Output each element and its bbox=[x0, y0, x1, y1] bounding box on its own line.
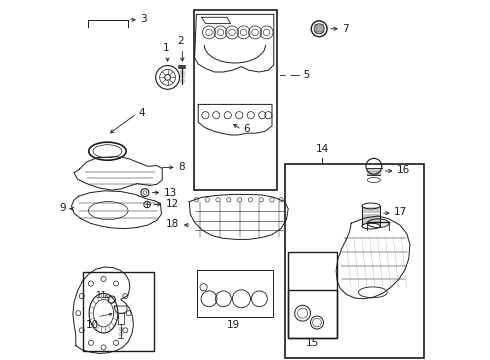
Text: — 5: — 5 bbox=[290, 70, 310, 80]
Text: 1: 1 bbox=[163, 43, 169, 53]
Text: 12: 12 bbox=[166, 199, 179, 210]
Bar bbox=[288, 252, 337, 338]
Text: 7: 7 bbox=[343, 24, 349, 34]
Text: 4: 4 bbox=[139, 108, 146, 118]
Text: 15: 15 bbox=[306, 338, 319, 348]
Text: 13: 13 bbox=[164, 188, 177, 198]
Bar bbox=[285, 164, 424, 358]
Text: 17: 17 bbox=[394, 207, 407, 217]
Text: 8: 8 bbox=[178, 162, 185, 172]
Text: 3: 3 bbox=[141, 14, 147, 24]
Text: 10: 10 bbox=[86, 320, 99, 330]
Bar bbox=[83, 272, 154, 351]
Text: 14: 14 bbox=[316, 144, 329, 154]
Text: 2: 2 bbox=[177, 36, 184, 46]
Text: 6: 6 bbox=[243, 124, 249, 134]
Text: 18: 18 bbox=[166, 219, 179, 229]
Bar bbox=[194, 10, 277, 190]
Text: 16: 16 bbox=[397, 165, 410, 175]
Bar bbox=[288, 290, 337, 338]
Bar bbox=[197, 270, 273, 317]
Text: 19: 19 bbox=[227, 320, 240, 330]
Text: 9: 9 bbox=[59, 203, 66, 213]
Text: 11: 11 bbox=[96, 292, 107, 300]
